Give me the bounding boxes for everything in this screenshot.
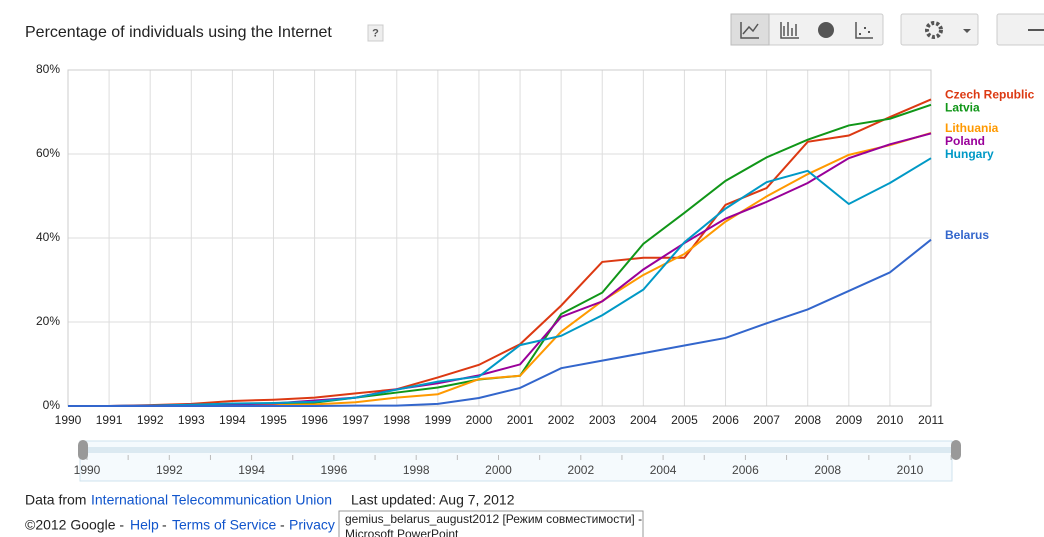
settings-button[interactable] bbox=[900, 13, 979, 46]
slider-label: 1998 bbox=[403, 463, 430, 477]
link-button[interactable] bbox=[996, 13, 1044, 46]
series-line bbox=[68, 132, 932, 407]
slider-label: 2000 bbox=[485, 463, 512, 477]
tooltip-text: Microsoft PowerPoint bbox=[345, 527, 459, 537]
slider-label: 1994 bbox=[238, 463, 265, 477]
x-tick-label: 1990 bbox=[55, 413, 82, 427]
x-tick-label: 2006 bbox=[712, 413, 739, 427]
x-tick-label: 1994 bbox=[219, 413, 246, 427]
slider-label: 1992 bbox=[156, 463, 183, 477]
x-tick-label: 1999 bbox=[425, 413, 452, 427]
separator: - bbox=[280, 517, 285, 533]
slider-label: 1990 bbox=[74, 463, 101, 477]
slider-label: 2010 bbox=[897, 463, 924, 477]
scatter-dot bbox=[864, 27, 866, 29]
line-chart-button[interactable] bbox=[730, 13, 770, 46]
slider-label: 2002 bbox=[567, 463, 594, 477]
slider-track bbox=[80, 447, 952, 453]
help-box[interactable] bbox=[367, 24, 384, 42]
dropdown-arrow bbox=[963, 29, 971, 33]
y-tick-label: 80% bbox=[36, 62, 60, 76]
x-tick-label: 1993 bbox=[178, 413, 205, 427]
x-tick-label: 2007 bbox=[753, 413, 780, 427]
slider-handle[interactable] bbox=[951, 440, 961, 460]
x-tick-label: 2000 bbox=[466, 413, 493, 427]
x-tick-label: 2009 bbox=[835, 413, 862, 427]
x-tick-label: 2003 bbox=[589, 413, 616, 427]
y-tick-label: 20% bbox=[36, 314, 60, 328]
x-tick-label: 1996 bbox=[301, 413, 328, 427]
copyright: ©2012 Google - bbox=[25, 517, 124, 533]
x-tick-label: 1991 bbox=[96, 413, 123, 427]
y-tick-label: 40% bbox=[36, 230, 60, 244]
line-icon bbox=[740, 22, 759, 39]
scatter-dot bbox=[859, 33, 861, 35]
series-line bbox=[68, 98, 932, 407]
x-tick-label: 2004 bbox=[630, 413, 657, 427]
slider-handle[interactable] bbox=[78, 440, 88, 460]
legend-label[interactable]: Lithuania bbox=[945, 121, 999, 135]
x-tick-label: 1995 bbox=[260, 413, 287, 427]
toolbar bbox=[730, 13, 1044, 46]
gear-icon bbox=[925, 21, 943, 39]
legend-label[interactable]: Latvia bbox=[945, 101, 980, 115]
x-tick-label: 2002 bbox=[548, 413, 575, 427]
y-tick-label: 60% bbox=[36, 146, 60, 160]
series-line bbox=[68, 157, 932, 407]
separator: - bbox=[162, 517, 167, 533]
x-tick-label: 2010 bbox=[877, 413, 904, 427]
legend-label[interactable]: Poland bbox=[945, 134, 985, 148]
chart-title: Percentage of individuals using the Inte… bbox=[25, 24, 332, 41]
x-tick-label: 2005 bbox=[671, 413, 698, 427]
scatter-icon[interactable] bbox=[855, 22, 873, 39]
x-tick-label: 2008 bbox=[794, 413, 821, 427]
x-tick-label: 2011 bbox=[918, 413, 944, 427]
legend-label[interactable]: Hungary bbox=[945, 147, 994, 161]
x-tick-label: 1997 bbox=[342, 413, 369, 427]
source-link[interactable]: International Telecommunication Union bbox=[91, 492, 332, 508]
plot-border bbox=[67, 69, 932, 407]
help-link[interactable]: Help bbox=[130, 517, 159, 533]
slider-label: 2004 bbox=[650, 463, 677, 477]
x-tick-label: 2001 bbox=[507, 413, 534, 427]
slider-label: 1996 bbox=[321, 463, 348, 477]
series-line bbox=[68, 238, 932, 407]
slider-label: 2006 bbox=[732, 463, 759, 477]
y-tick-label: 0% bbox=[43, 398, 61, 412]
terms-link[interactable]: Terms of Service bbox=[172, 517, 276, 533]
legend-label[interactable]: Czech Republic bbox=[945, 88, 1035, 102]
legend-label[interactable]: Belarus bbox=[945, 228, 989, 242]
series-line bbox=[68, 132, 932, 407]
slider-label: 2008 bbox=[814, 463, 841, 477]
scatter-dot bbox=[868, 31, 870, 33]
x-tick-label: 1992 bbox=[137, 413, 164, 427]
map-icon[interactable] bbox=[818, 22, 834, 38]
x-tick-label: 1998 bbox=[383, 413, 410, 427]
help-icon[interactable]: ? bbox=[372, 27, 379, 39]
bar-icon[interactable] bbox=[780, 22, 799, 39]
privacy-link[interactable]: Privacy bbox=[289, 517, 335, 533]
footer-text: Data from bbox=[25, 492, 86, 508]
last-updated: Last updated: Aug 7, 2012 bbox=[351, 492, 515, 508]
tooltip-text: gemius_belarus_august2012 [Режим совмест… bbox=[345, 512, 642, 526]
tooltip-box bbox=[338, 510, 644, 537]
